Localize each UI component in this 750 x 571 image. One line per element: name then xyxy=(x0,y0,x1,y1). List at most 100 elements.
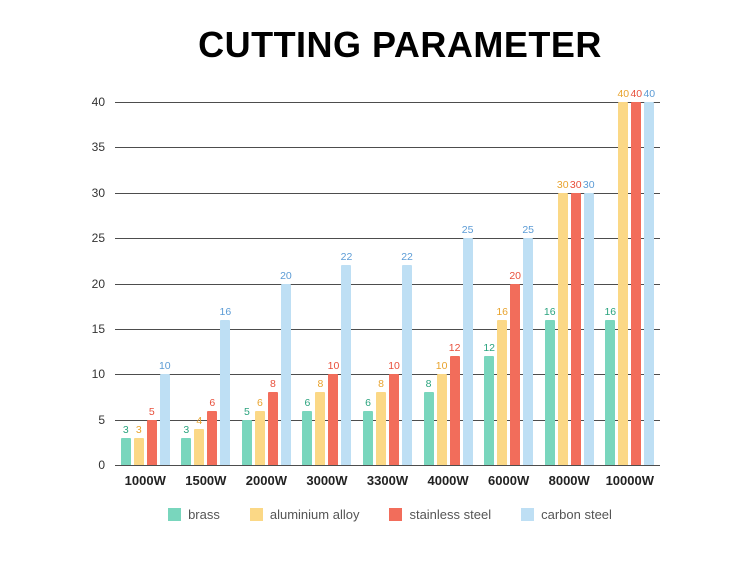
x-axis-label-4000W: 4000W xyxy=(427,473,469,488)
bar-aluminium-alloy-6000W: 16 xyxy=(496,306,508,465)
bar-stainless-steel-1500W: 6 xyxy=(207,397,218,465)
bar-group-3300W: 6 8 10 22 xyxy=(357,102,418,465)
x-axis-label-3300W: 3300W xyxy=(366,473,409,488)
bar-aluminium-alloy-1000W: 3 xyxy=(133,424,144,465)
bar-stainless-steel-8000W: 30 xyxy=(570,179,582,465)
bar-group-3000W: 6 8 10 22 xyxy=(297,102,358,465)
bar-carbon-steel-8000W: 30 xyxy=(583,179,595,465)
bar-stainless-steel-4000W: 12 xyxy=(449,342,460,465)
legend-item-brass: brass xyxy=(168,507,220,522)
bar-group-8000W: 16 30 30 30 xyxy=(539,102,600,465)
y-tick-label-15: 15 xyxy=(91,321,105,336)
bar-groups: 3 3 5 10 3 4 6 16 5 6 8 20 6 8 10 22 6 8 10 22 8 10 12 25 12 16 20… xyxy=(115,88,661,465)
bar-brass-3000W: 6 xyxy=(302,397,313,465)
y-tick-label-40: 40 xyxy=(91,95,105,109)
legend-label-carbon-steel: carbon steel xyxy=(541,507,612,522)
x-axis-label-10000W: 10000W xyxy=(605,473,654,488)
x-axis-label-2000W: 2000W xyxy=(245,473,287,488)
bar-group-1500W: 3 4 6 16 xyxy=(176,102,237,465)
bar-carbon-steel-6000W: 25 xyxy=(522,224,534,465)
bar-value-label: 10 xyxy=(435,360,448,373)
x-axis-label-8000W: 8000W xyxy=(548,473,590,488)
bar-brass-4000W: 8 xyxy=(423,378,434,465)
bar-stainless-steel-2000W: 8 xyxy=(267,378,278,465)
legend: brass aluminium alloy stainless steel carbo… xyxy=(15,507,750,522)
bar-brass-8000W: 16 xyxy=(544,306,556,465)
bar-stainless-steel-1000W: 5 xyxy=(146,406,157,465)
bar-value-label: 8 xyxy=(317,378,324,391)
y-tick-label-35: 35 xyxy=(91,140,105,155)
bar-stainless-steel-3300W: 10 xyxy=(388,360,400,465)
bar-value-label: 10 xyxy=(388,360,400,373)
bar-value-label: 10 xyxy=(158,360,171,373)
gridline-5 xyxy=(115,419,660,421)
bar-aluminium-alloy-2000W: 6 xyxy=(254,397,265,465)
legend-swatch-stainless-steel xyxy=(389,508,403,521)
legend-swatch-carbon-steel xyxy=(521,508,535,521)
bar-brass-10000W: 16 xyxy=(604,306,616,465)
bar-value-label: 5 xyxy=(243,405,250,418)
bar-brass-3300W: 6 xyxy=(363,397,374,465)
bar-value-label: 12 xyxy=(448,342,461,355)
legend-label-stainless-steel: stainless steel xyxy=(409,507,492,522)
bar-brass-1500W: 3 xyxy=(181,424,192,465)
bar-value-label: 40 xyxy=(630,88,643,100)
bar-value-label: 10 xyxy=(327,360,340,373)
gridline-20 xyxy=(115,283,660,285)
bar-group-4000W: 8 10 12 25 xyxy=(418,102,479,465)
gridline-10 xyxy=(115,374,660,376)
x-axis-label-3000W: 3000W xyxy=(306,473,348,488)
y-tick-label-30: 30 xyxy=(91,185,105,200)
bar-value-label: 8 xyxy=(425,378,432,391)
bar-aluminium-alloy-10000W: 40 xyxy=(617,88,629,465)
gridline-0 xyxy=(115,465,660,466)
bar-value-label: 16 xyxy=(543,305,556,318)
bar-brass-1000W: 3 xyxy=(120,424,131,465)
gridline-40 xyxy=(115,102,660,103)
legend-label-brass: brass xyxy=(188,507,220,522)
bar-value-label: 12 xyxy=(483,342,495,355)
bar-group-1000W: 3 3 5 10 xyxy=(115,102,176,465)
bar-value-label: 6 xyxy=(256,396,263,409)
bar-value-label: 40 xyxy=(643,88,656,100)
bar-carbon-steel-10000W: 40 xyxy=(643,88,655,465)
bar-group-10000W: 16 40 40 40 xyxy=(600,88,661,465)
x-axis-labels: 1000W 1500W 2000W 3000W 3300W 4000W 6000W 8000W… xyxy=(115,473,660,488)
bar-brass-6000W: 12 xyxy=(483,342,495,465)
y-tick-label-5: 5 xyxy=(98,412,105,427)
bar-value-label: 8 xyxy=(378,378,384,391)
bar-stainless-steel-10000W: 40 xyxy=(630,88,642,465)
x-axis-label-6000W: 6000W xyxy=(488,473,530,488)
bar-stainless-steel-3000W: 10 xyxy=(328,360,339,465)
chart-title: CUTTING PARAMETER xyxy=(198,24,602,65)
bar-value-label: 16 xyxy=(219,305,232,318)
legend-item-carbon-steel: carbon steel xyxy=(521,507,612,522)
bar-stainless-steel-6000W: 20 xyxy=(509,270,521,465)
bar-value-label: 16 xyxy=(496,305,508,318)
legend-item-aluminium-alloy: aluminium alloy xyxy=(249,507,359,522)
bar-value-label: 5 xyxy=(148,405,155,418)
bar-value-label: 6 xyxy=(209,396,216,409)
bar-carbon-steel-3000W: 22 xyxy=(341,251,352,465)
bar-group-6000W: 12 16 20 25 xyxy=(478,102,539,465)
bar-brass-2000W: 5 xyxy=(241,406,252,465)
gridline-25 xyxy=(115,238,660,240)
bar-carbon-steel-1500W: 16 xyxy=(220,306,231,465)
bar-value-label: 20 xyxy=(509,269,521,282)
bar-value-label: 22 xyxy=(340,251,353,264)
bar-value-label: 16 xyxy=(604,305,617,318)
bar-aluminium-alloy-1500W: 4 xyxy=(194,415,205,465)
x-axis-label-1000W: 1000W xyxy=(124,473,166,488)
bar-carbon-steel-2000W: 20 xyxy=(280,270,292,465)
y-tick-label-20: 20 xyxy=(91,276,105,291)
gridline-15 xyxy=(115,328,660,330)
bar-value-label: 22 xyxy=(401,251,413,264)
bar-value-label: 30 xyxy=(569,178,582,191)
bar-value-label: 20 xyxy=(280,269,292,282)
y-tick-label-0: 0 xyxy=(98,458,105,472)
bar-aluminium-alloy-4000W: 10 xyxy=(436,360,447,465)
bar-carbon-steel-1000W: 10 xyxy=(159,360,171,465)
bar-group-2000W: 5 6 8 20 xyxy=(236,102,297,465)
legend-swatch-brass xyxy=(168,508,182,521)
